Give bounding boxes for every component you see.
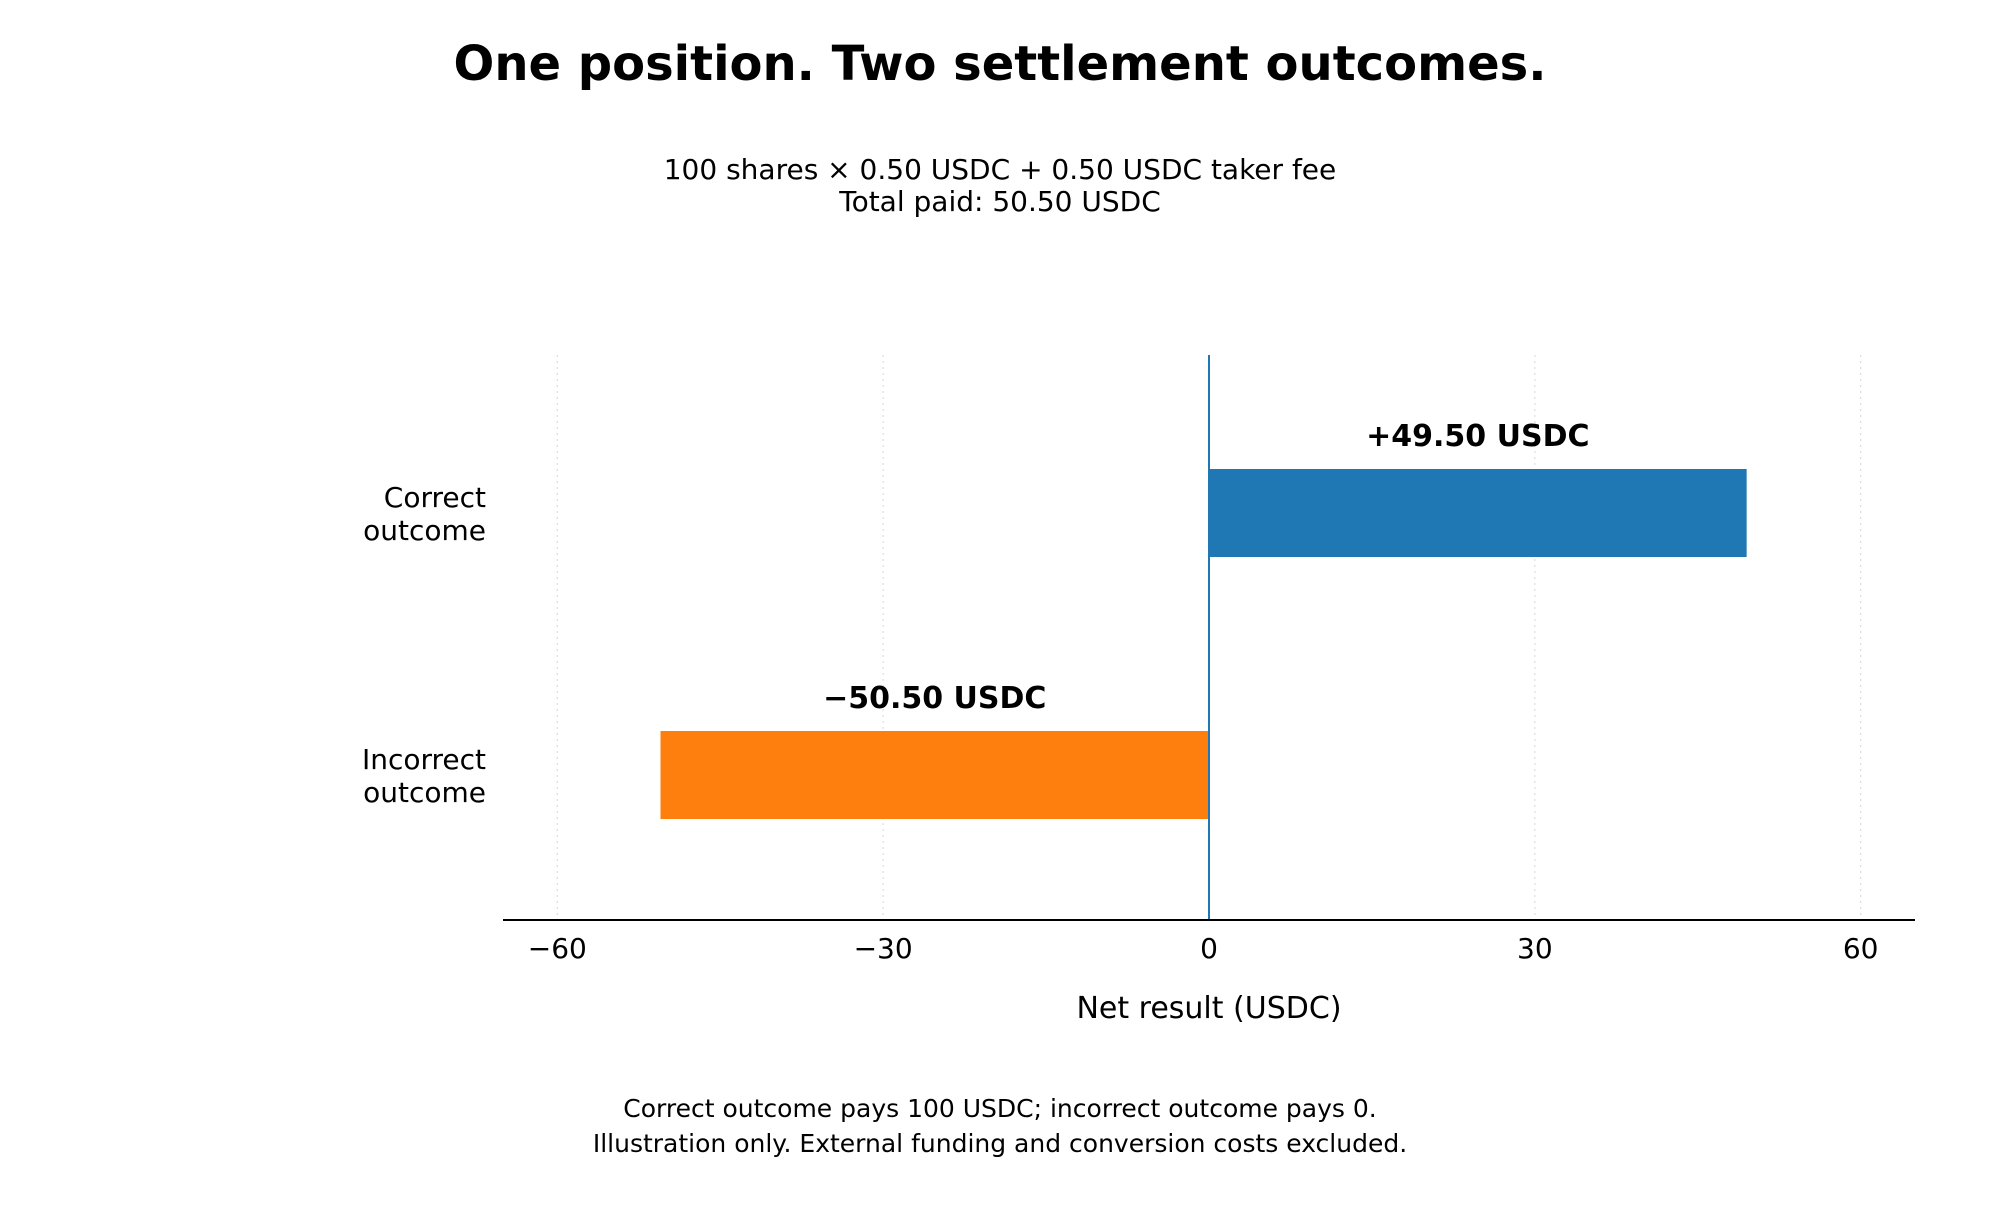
bar-1	[660, 731, 1209, 819]
category-label-0: Correct outcome	[363, 481, 486, 547]
x-axis-label: Net result (USDC)	[1076, 991, 1341, 1026]
x-tick-label-1: −30	[854, 932, 913, 965]
chart-subtitle-line-1: 100 shares × 0.50 USDC + 0.50 USDC taker…	[663, 153, 1337, 186]
x-tick-label-4: 60	[1843, 932, 1879, 965]
category-label-1: Incorrect outcome	[362, 743, 486, 809]
bar-0	[1209, 469, 1747, 557]
x-tick-label-3: 30	[1517, 932, 1553, 965]
x-tick-label-2: 0	[1200, 932, 1218, 965]
chart-title: One position. Two settlement outcomes.	[453, 36, 1547, 92]
footnote-line-2: Illustration only. External funding and …	[592, 1129, 1408, 1158]
data-label-1: −50.50 USDC	[823, 681, 1046, 716]
chart-subtitle-line-2: Total paid: 50.50 USDC	[839, 185, 1161, 218]
footnote-line-1: Correct outcome pays 100 USDC; incorrect…	[623, 1094, 1377, 1123]
x-tick-label-0: −60	[528, 932, 587, 965]
data-label-0: +49.50 USDC	[1366, 419, 1589, 454]
